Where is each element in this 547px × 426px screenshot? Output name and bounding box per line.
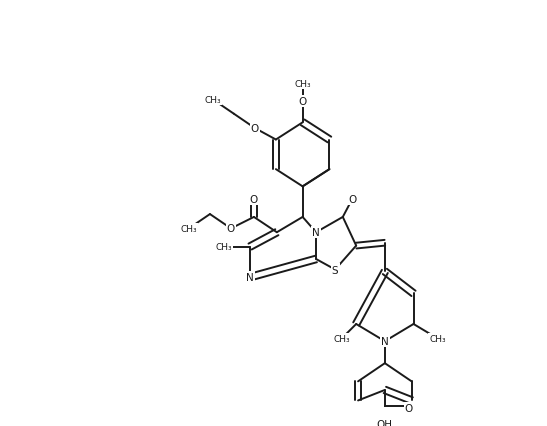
Text: N: N xyxy=(312,227,320,238)
Text: N: N xyxy=(381,337,389,346)
Text: O: O xyxy=(250,194,258,204)
Text: N: N xyxy=(246,273,254,282)
Text: CH₃: CH₃ xyxy=(334,334,350,343)
Text: OH: OH xyxy=(377,419,393,426)
Text: O: O xyxy=(227,224,235,234)
Text: CH₃: CH₃ xyxy=(215,242,231,251)
Text: CH₃: CH₃ xyxy=(205,96,221,105)
Text: CH₃: CH₃ xyxy=(429,334,446,343)
Text: CH₃: CH₃ xyxy=(181,225,197,233)
Text: CH₃: CH₃ xyxy=(294,79,311,89)
Text: O: O xyxy=(299,97,307,107)
Text: S: S xyxy=(332,265,339,275)
Text: O: O xyxy=(251,124,259,134)
Text: O: O xyxy=(405,403,413,413)
Text: O: O xyxy=(348,194,357,204)
